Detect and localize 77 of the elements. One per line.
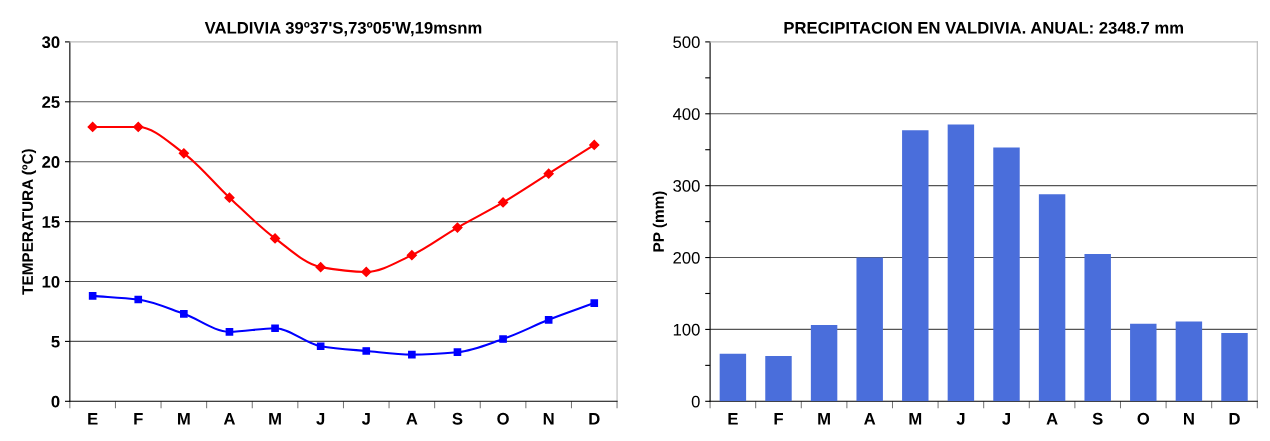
x-tick-label: J (361, 413, 370, 425)
bar (765, 356, 792, 402)
point (590, 299, 599, 307)
x-tick-label: M (909, 413, 922, 425)
bar (1038, 194, 1066, 402)
x-tick-label: S (452, 412, 463, 425)
x-tick-label: A (864, 413, 876, 425)
x-tick-label: O (497, 412, 509, 425)
point (543, 168, 554, 179)
x-tick-label: A (223, 413, 236, 425)
x-tick-label: D (1229, 413, 1240, 425)
x-tick-label: M (178, 413, 190, 425)
bar (856, 257, 883, 402)
point (544, 316, 553, 324)
point (589, 139, 600, 151)
bar (1084, 253, 1111, 402)
y-tick-label: 30 (41, 36, 60, 49)
y-tick-label: 500 (673, 36, 700, 49)
x-tick-label: N (1183, 413, 1194, 425)
y-tick-label: 400 (672, 108, 700, 120)
y-tick-label: 20 (42, 156, 60, 168)
x-tick-label: A (1046, 413, 1058, 425)
point (499, 335, 507, 343)
x-tick-label: D (589, 413, 600, 425)
point (406, 250, 417, 261)
point (180, 310, 188, 318)
point (316, 342, 325, 351)
x-tick-label: M (269, 413, 281, 425)
y-tick-label: 15 (42, 216, 60, 228)
y-tick-label: 0 (51, 395, 60, 408)
point (271, 324, 279, 333)
y-tick-label: 100 (673, 323, 700, 336)
y-tick-label: 25 (42, 96, 60, 108)
point (88, 292, 97, 300)
point (134, 295, 143, 304)
y-tick-label: 300 (673, 180, 700, 192)
x-tick-label: F (774, 413, 783, 425)
bar (947, 124, 975, 402)
x-tick-label: E (728, 413, 738, 425)
point (453, 348, 462, 357)
x-tick-label: F (134, 413, 143, 425)
point (408, 350, 416, 359)
point (452, 222, 463, 233)
chart-title: VALDIVIA 39º37'S,73º05'W,19msnm (204, 21, 482, 37)
point (133, 121, 144, 133)
bar (810, 325, 838, 402)
x-tick-label: J (1002, 413, 1010, 425)
x-tick-label: M (818, 413, 830, 425)
bar (719, 353, 747, 402)
point (362, 347, 371, 355)
y-tick-label: 200 (673, 251, 700, 264)
chart-title: PRECIPITACION EN VALDIVIA. ANUAL: 2348.7 mm (784, 21, 1184, 34)
bar (1175, 321, 1203, 402)
y-tick-label: 5 (51, 335, 60, 348)
point (225, 328, 234, 336)
x-tick-label: O (1137, 412, 1150, 425)
y-tick-label: 0 (691, 395, 700, 408)
bar (1221, 333, 1248, 402)
point (178, 148, 189, 159)
x-tick-label: E (88, 413, 98, 425)
x-tick-label: A (406, 413, 418, 425)
y-tick-label: 10 (42, 275, 60, 288)
bar (902, 130, 929, 402)
x-tick-label: N (543, 413, 554, 425)
y-axis-title: PP (mm) (652, 191, 668, 252)
bar (993, 147, 1020, 402)
point (497, 197, 509, 208)
point (315, 262, 326, 273)
x-tick-label: J (956, 413, 965, 425)
y-axis-title: TEMPERATURA (ºC) (21, 149, 37, 295)
point (361, 266, 372, 278)
x-tick-label: J (316, 413, 325, 425)
point (87, 121, 98, 133)
point (224, 192, 235, 203)
x-tick-label: S (1092, 412, 1103, 425)
point (269, 233, 281, 244)
bar (1130, 323, 1157, 402)
